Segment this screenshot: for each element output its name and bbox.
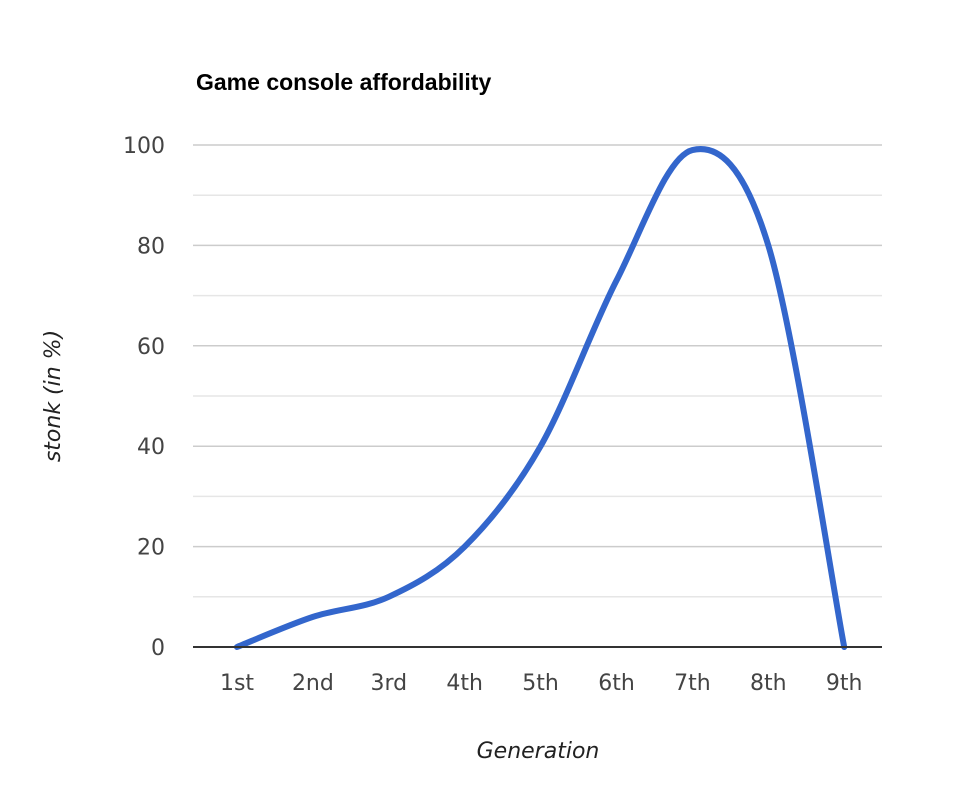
series-line <box>234 146 848 650</box>
y-tick-label: 100 <box>123 134 165 159</box>
chart-title: Game console affordability <box>196 69 491 95</box>
x-axis-title: Generation <box>477 739 600 764</box>
x-tick-label: 2nd <box>292 671 334 696</box>
gridlines <box>193 144 882 598</box>
series-layer <box>193 146 882 650</box>
y-tick-label: 60 <box>137 335 165 360</box>
y-tick-label: 40 <box>137 435 165 460</box>
x-tick-label: 6th <box>598 671 635 696</box>
y-axis-title: stonk (in %) <box>41 330 66 462</box>
y-tick-label: 80 <box>137 234 165 259</box>
y-tick-label: 20 <box>137 536 165 561</box>
x-tick-label: 9th <box>826 671 863 696</box>
y-axis-ticks: 0 20 40 60 80 100 <box>123 134 165 661</box>
x-tick-label: 8th <box>750 671 787 696</box>
y-tick-label: 0 <box>151 636 165 661</box>
x-tick-label: 4th <box>446 671 483 696</box>
x-tick-label: 7th <box>674 671 711 696</box>
x-tick-label: 3rd <box>370 671 407 696</box>
x-axis-ticks: 1st 2nd 3rd 4th 5th 6th 7th 8th 9th <box>220 671 863 696</box>
x-tick-label: 5th <box>522 671 559 696</box>
x-tick-label: 1st <box>220 671 254 696</box>
